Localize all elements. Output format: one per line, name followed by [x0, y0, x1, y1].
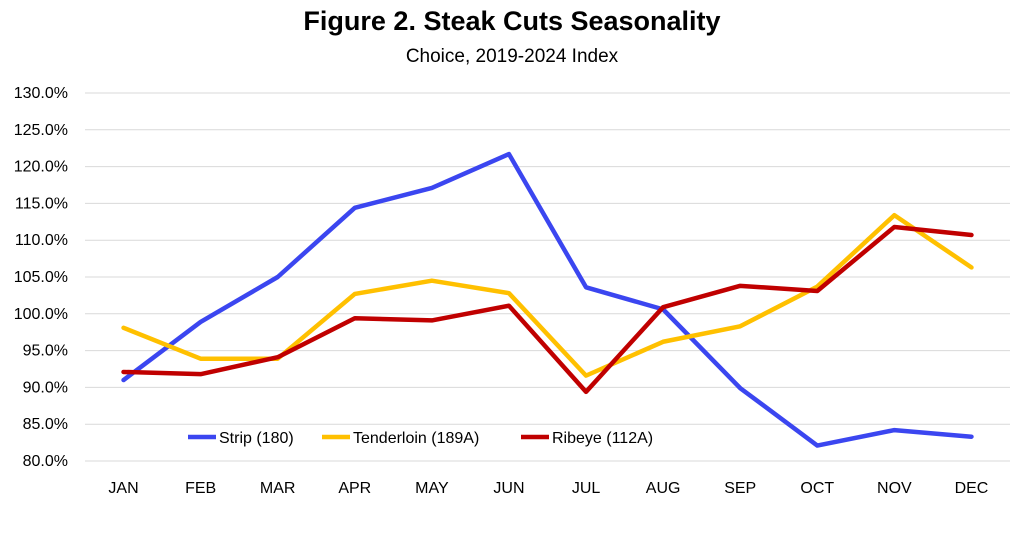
legend-label: Ribeye (112A) — [552, 430, 653, 447]
legend: Strip (180) Tenderloin (189A) Ribeye (112A… — [188, 430, 653, 447]
y-tick-label: 110.0% — [15, 232, 68, 249]
x-tick-label: MAR — [260, 480, 296, 497]
x-tick-label: DEC — [955, 480, 989, 497]
chart-subtitle: Choice, 2019-2024 Index — [405, 46, 619, 67]
series-lines — [121, 151, 974, 448]
y-tick-label: 120.0% — [14, 159, 68, 176]
x-tick-label: JUL — [572, 480, 601, 497]
y-tick-label: 125.0% — [14, 122, 68, 139]
x-tick-label: AUG — [646, 480, 681, 497]
y-tick-label: 90.0% — [23, 379, 68, 396]
legend-label: Tenderloin (189A) — [353, 430, 479, 447]
y-tick-label: 105.0% — [14, 269, 68, 286]
x-tick-label: JAN — [108, 480, 138, 497]
y-tick-label: 95.0% — [23, 343, 68, 360]
y-tick-label: 115.0% — [15, 195, 68, 212]
y-tick-label: 130.0% — [14, 85, 68, 102]
x-axis-tick-labels: JAN FEB MAR APR MAY JUN JUL AUG SEP OCT NOV DEC — [108, 480, 988, 497]
x-tick-label: JUN — [493, 480, 524, 497]
y-axis-tick-labels: 80.0% 85.0% 90.0% 95.0% 100.0% 105.0% 110.0% 11… — [14, 85, 68, 470]
x-tick-label: MAY — [415, 480, 449, 497]
chart-title: Figure 2. Steak Cuts Seasonality — [303, 6, 721, 36]
x-tick-label: FEB — [185, 480, 216, 497]
series-line-0 — [121, 151, 974, 448]
y-tick-label: 85.0% — [23, 416, 68, 433]
x-tick-label: NOV — [877, 480, 912, 497]
x-tick-label: SEP — [724, 480, 756, 497]
x-tick-label: APR — [338, 480, 371, 497]
y-tick-label: 80.0% — [23, 453, 68, 470]
legend-label: Strip (180) — [219, 430, 294, 447]
x-tick-label: OCT — [800, 480, 834, 497]
y-tick-label: 100.0% — [14, 306, 68, 323]
series-line-2 — [121, 224, 974, 395]
gridlines — [85, 92, 1010, 462]
